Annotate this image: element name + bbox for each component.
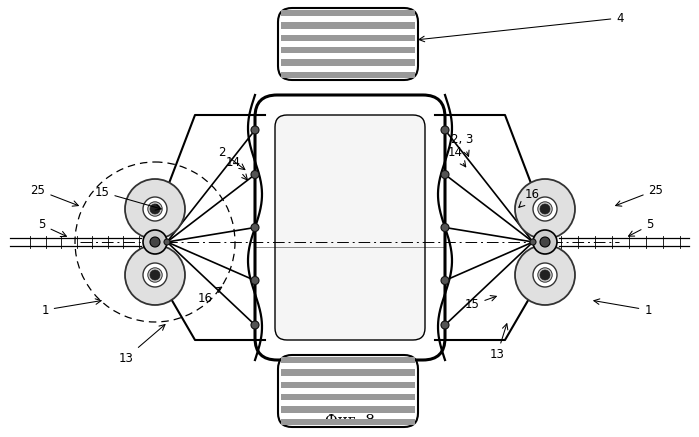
- Circle shape: [533, 230, 557, 254]
- Text: 16: 16: [198, 287, 222, 305]
- Text: 25: 25: [616, 184, 663, 206]
- Circle shape: [441, 170, 449, 178]
- Circle shape: [533, 263, 557, 287]
- Text: 4: 4: [419, 11, 624, 42]
- Text: 15: 15: [465, 295, 496, 312]
- Circle shape: [251, 321, 259, 329]
- Circle shape: [441, 321, 449, 329]
- Circle shape: [125, 179, 185, 239]
- Text: 2, 3: 2, 3: [451, 133, 473, 156]
- Circle shape: [143, 197, 167, 221]
- Bar: [281, 22, 415, 28]
- Text: 14: 14: [226, 156, 247, 180]
- Circle shape: [538, 202, 552, 216]
- Circle shape: [147, 268, 162, 282]
- Bar: [281, 394, 415, 400]
- Circle shape: [251, 277, 259, 284]
- Circle shape: [150, 270, 160, 280]
- FancyBboxPatch shape: [255, 95, 445, 360]
- Circle shape: [441, 126, 449, 134]
- Circle shape: [538, 268, 552, 282]
- Text: 13: 13: [489, 324, 507, 361]
- FancyBboxPatch shape: [278, 355, 418, 427]
- Text: 13: 13: [119, 325, 165, 364]
- Text: 16: 16: [519, 188, 540, 207]
- Bar: [281, 419, 415, 425]
- Text: 14: 14: [447, 146, 466, 167]
- Circle shape: [533, 197, 557, 221]
- Text: 1: 1: [41, 299, 101, 316]
- FancyBboxPatch shape: [278, 8, 418, 80]
- Bar: [281, 382, 415, 388]
- Text: 15: 15: [94, 185, 161, 210]
- Circle shape: [515, 179, 575, 239]
- Text: 25: 25: [31, 184, 78, 206]
- Bar: [281, 406, 415, 413]
- Circle shape: [441, 223, 449, 232]
- Bar: [281, 72, 415, 78]
- Bar: [281, 47, 415, 53]
- Circle shape: [164, 239, 170, 245]
- Text: 5: 5: [38, 218, 66, 236]
- Circle shape: [143, 230, 167, 254]
- Circle shape: [515, 245, 575, 305]
- Circle shape: [540, 270, 550, 280]
- Circle shape: [251, 223, 259, 232]
- Text: 1: 1: [594, 299, 651, 316]
- FancyBboxPatch shape: [275, 115, 425, 340]
- Circle shape: [540, 204, 550, 214]
- Bar: [281, 35, 415, 41]
- Text: Фиг. 8: Фиг. 8: [325, 414, 375, 428]
- Circle shape: [530, 239, 536, 245]
- Bar: [281, 59, 415, 66]
- Circle shape: [540, 237, 550, 247]
- Circle shape: [251, 170, 259, 178]
- Circle shape: [251, 126, 259, 134]
- Bar: [281, 369, 415, 375]
- Circle shape: [143, 263, 167, 287]
- Bar: [281, 357, 415, 363]
- Text: 2: 2: [218, 146, 245, 170]
- Circle shape: [147, 202, 162, 216]
- Circle shape: [441, 277, 449, 284]
- Circle shape: [150, 204, 160, 214]
- Text: 5: 5: [628, 218, 654, 236]
- Bar: [281, 10, 415, 16]
- Circle shape: [125, 245, 185, 305]
- Circle shape: [150, 237, 160, 247]
